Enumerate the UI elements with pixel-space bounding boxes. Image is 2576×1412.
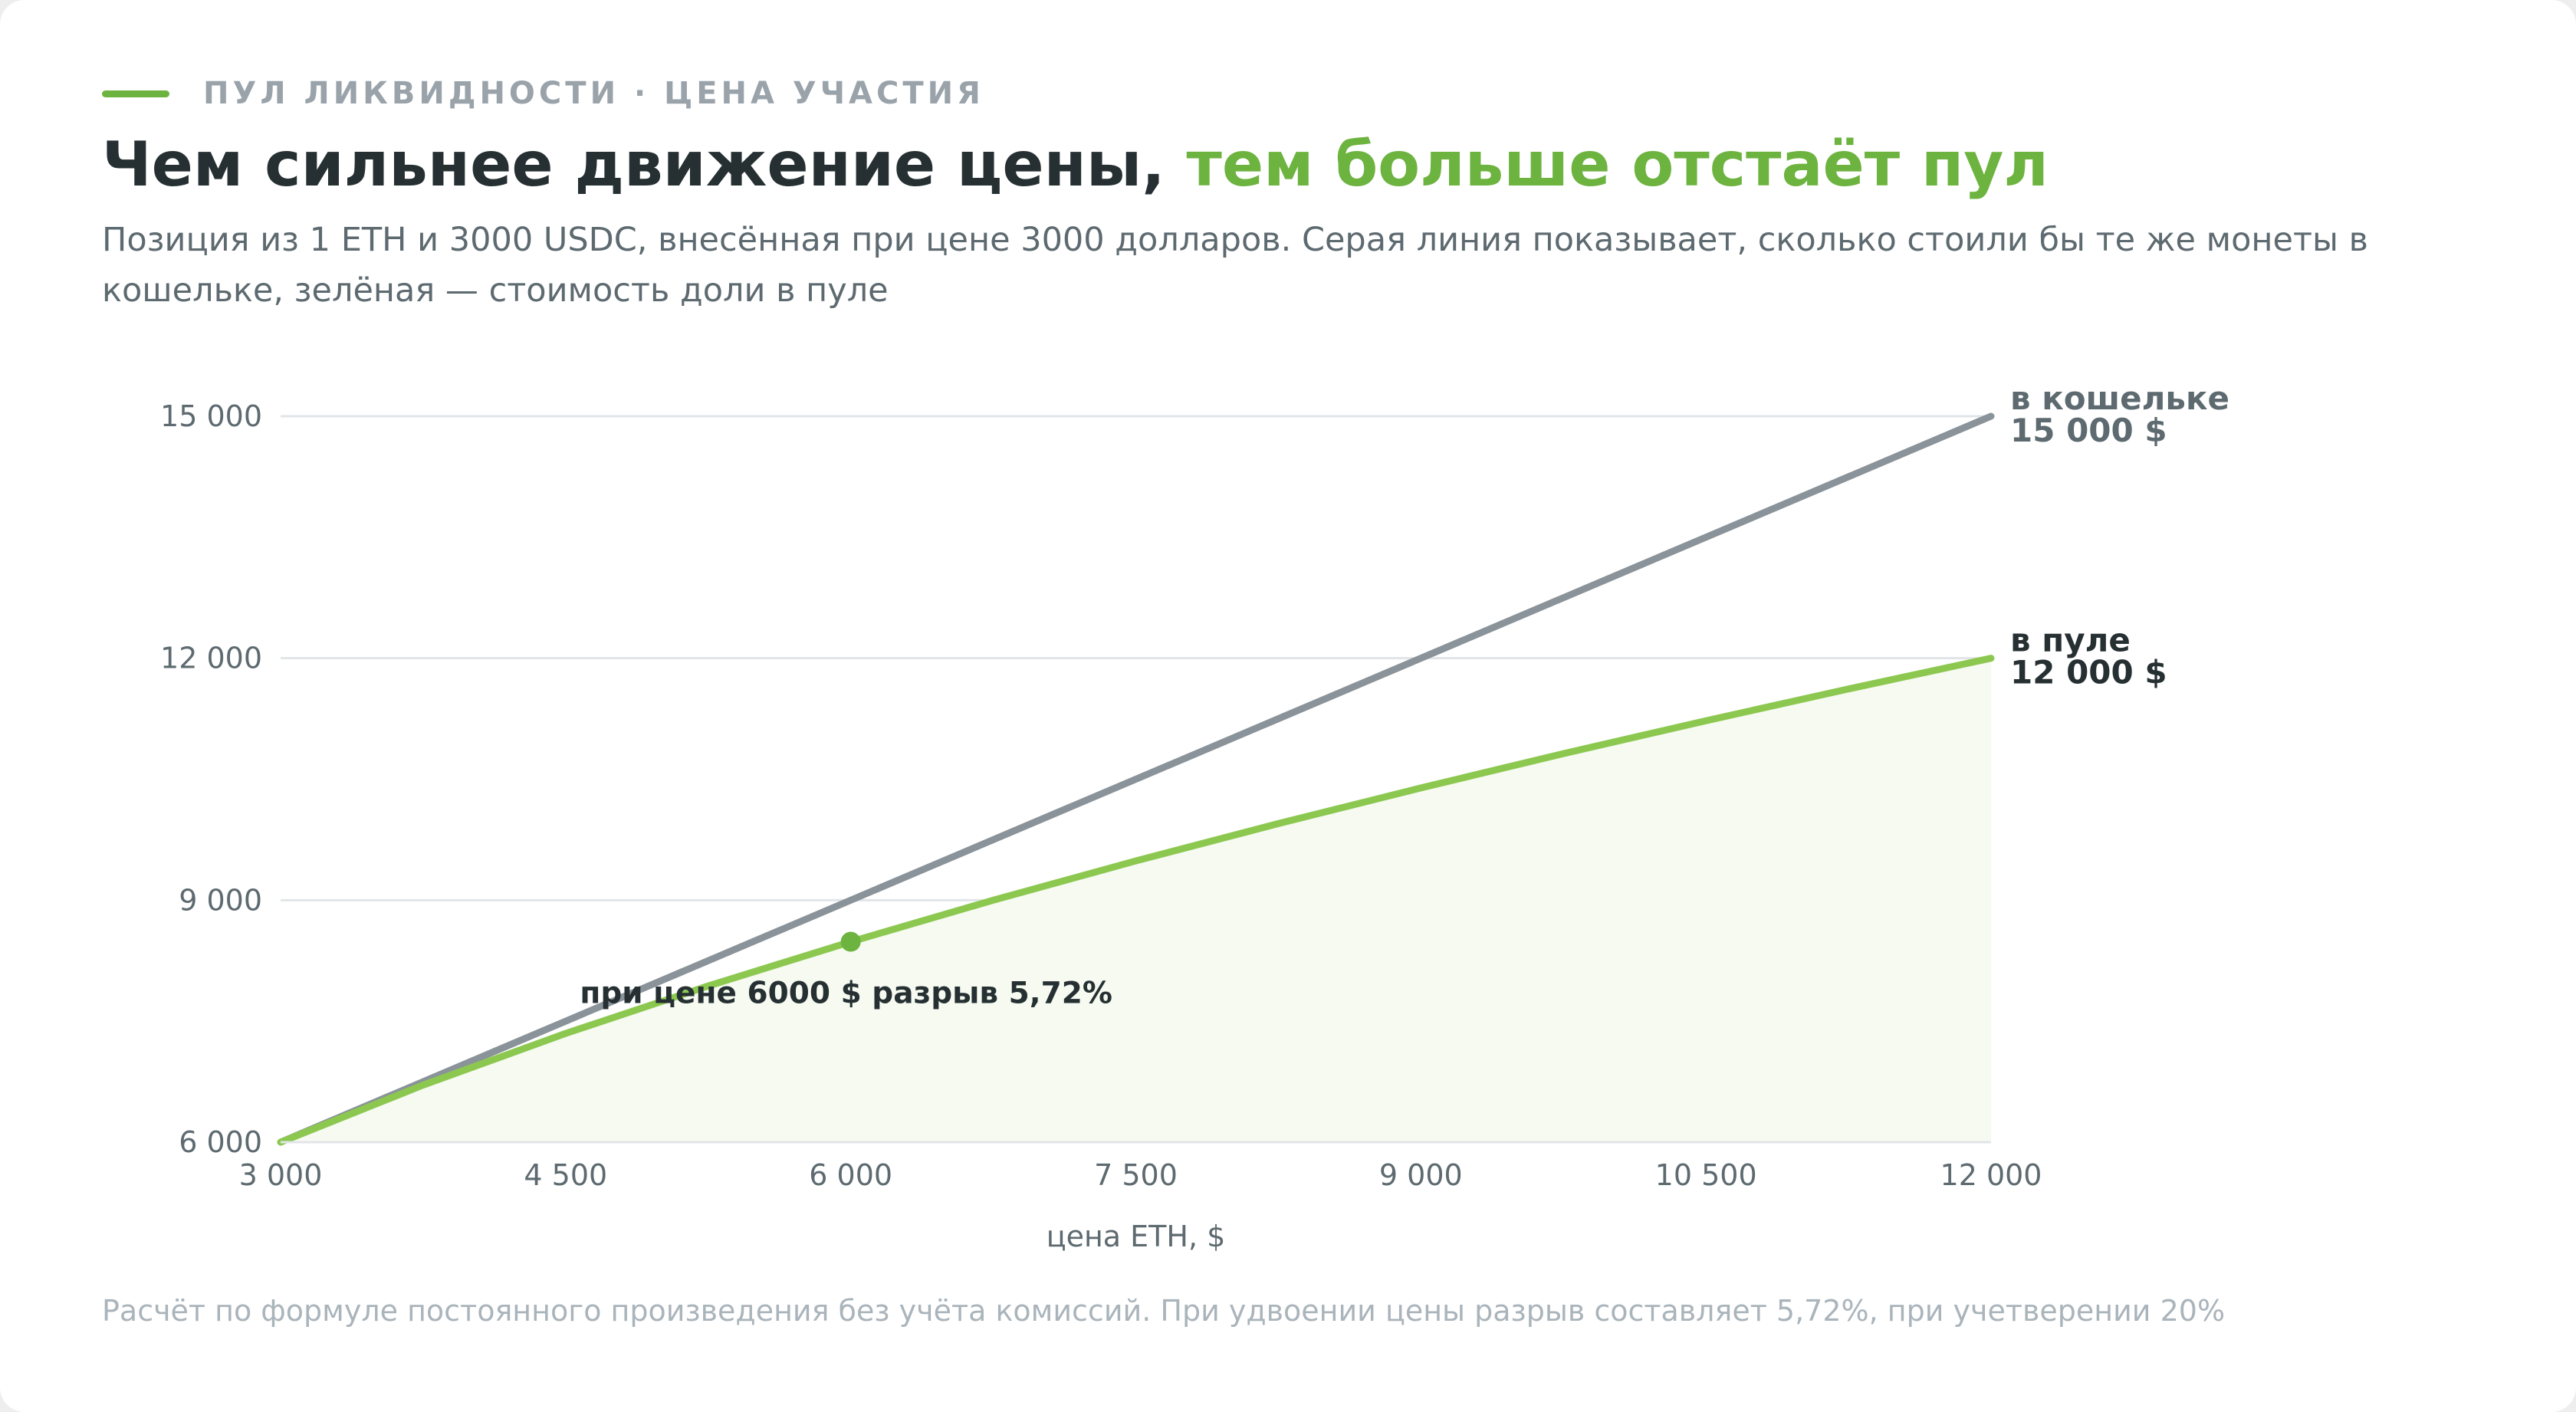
- accent-bar: [102, 90, 169, 97]
- wallet-series-line: [277, 412, 1995, 1146]
- y-tick-label: 9 000: [179, 883, 262, 917]
- annotation-label: при цене 6000 $ разрыв 5,72%: [580, 977, 1112, 1011]
- highlight-point: [840, 931, 861, 952]
- x-tick-label: 9 000: [1379, 1158, 1463, 1192]
- pool-area-fill: [281, 658, 1991, 1142]
- y-tick-label: 15 000: [160, 399, 262, 433]
- eyebrow-text: ПУЛ ЛИКВИДНОСТИ · ЦЕНА УЧАСТИЯ: [203, 76, 984, 111]
- wallet-end-value: 15 000 $: [2010, 412, 2167, 449]
- x-tick-label: 7 500: [1094, 1158, 1178, 1192]
- x-tick-label: 10 500: [1655, 1158, 1757, 1192]
- x-tick-label: 6 000: [809, 1158, 892, 1192]
- headline-accent: тем больше отстаёт пул: [1186, 129, 2049, 200]
- eyebrow: ПУЛ ЛИКВИДНОСТИ · ЦЕНА УЧАСТИЯ: [102, 74, 984, 113]
- subtitle: Позиция из 1 ETH и 3000 USDC, внесённая …: [102, 221, 2368, 310]
- x-tick-label: 12 000: [1940, 1158, 2042, 1192]
- y-tick-label: 12 000: [160, 642, 262, 675]
- x-axis-label: цена ETH, $: [1046, 1220, 1226, 1253]
- pool-end-label: в пуле: [2010, 622, 2131, 659]
- headline-main: Чем сильнее движение цены,: [102, 129, 1187, 200]
- wallet-end-label: в кошельке: [2010, 379, 2229, 417]
- headline: Чем сильнее движение цены, тем больше от…: [102, 123, 2049, 207]
- x-tick-label: 3 000: [239, 1158, 323, 1192]
- x-tick-label: 4 500: [524, 1158, 607, 1192]
- pool-series-line: [277, 655, 1995, 1146]
- pool-end-value: 12 000 $: [2010, 654, 2167, 691]
- y-tick-label: 6 000: [179, 1125, 262, 1159]
- footnote: Расчёт по формуле постоянного произведен…: [102, 1294, 2226, 1328]
